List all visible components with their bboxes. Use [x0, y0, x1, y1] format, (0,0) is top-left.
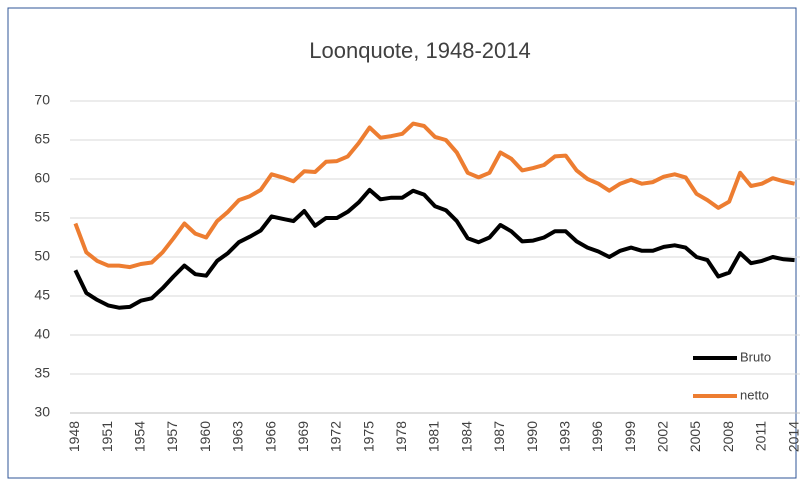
x-tick-label: 1948 — [66, 421, 82, 452]
x-tick-label: 2005 — [687, 421, 703, 452]
chart-border — [7, 7, 797, 479]
x-tick-label: 1957 — [164, 421, 180, 452]
y-tick-label: 30 — [34, 404, 50, 420]
legend-label: Bruto — [740, 349, 771, 364]
x-tick-label: 2008 — [720, 421, 736, 452]
x-tick-label: 1981 — [426, 421, 442, 452]
legend-label: netto — [740, 387, 769, 402]
x-tick-label: 1972 — [328, 421, 344, 452]
x-tick-label: 1975 — [360, 421, 376, 452]
y-tick-label: 40 — [34, 326, 50, 342]
y-tick-label: 65 — [34, 131, 50, 147]
x-tick-label: 1996 — [589, 421, 605, 452]
y-tick-label: 35 — [34, 365, 50, 381]
x-tick-label: 1960 — [197, 421, 213, 452]
x-tick-label: 1990 — [524, 421, 540, 452]
x-tick-label: 2011 — [753, 421, 769, 451]
y-tick-label: 70 — [34, 92, 50, 108]
series-line — [73, 187, 795, 310]
x-tick-label: 1999 — [622, 421, 638, 452]
x-tick-label: 1978 — [393, 421, 409, 452]
chart-title: Loonquote, 1948-2014 — [309, 38, 530, 63]
x-tick-label: 1969 — [295, 421, 311, 452]
x-tick-label: 1951 — [99, 421, 115, 452]
series-line — [73, 121, 796, 270]
x-tick-label: 1984 — [458, 421, 474, 452]
x-tick-label: 1954 — [132, 421, 148, 452]
y-tick-label: 55 — [34, 209, 50, 225]
x-tick-label: 2014 — [785, 421, 801, 452]
y-tick-label: 50 — [34, 248, 50, 264]
x-tick-label: 1963 — [230, 421, 246, 452]
x-tick-label: 1993 — [556, 421, 572, 452]
y-tick-label: 60 — [34, 170, 50, 186]
x-tick-label: 1966 — [262, 421, 278, 452]
x-tick-label: 2002 — [655, 421, 671, 452]
x-tick-label: 1987 — [491, 421, 507, 452]
y-tick-label: 45 — [34, 287, 50, 303]
